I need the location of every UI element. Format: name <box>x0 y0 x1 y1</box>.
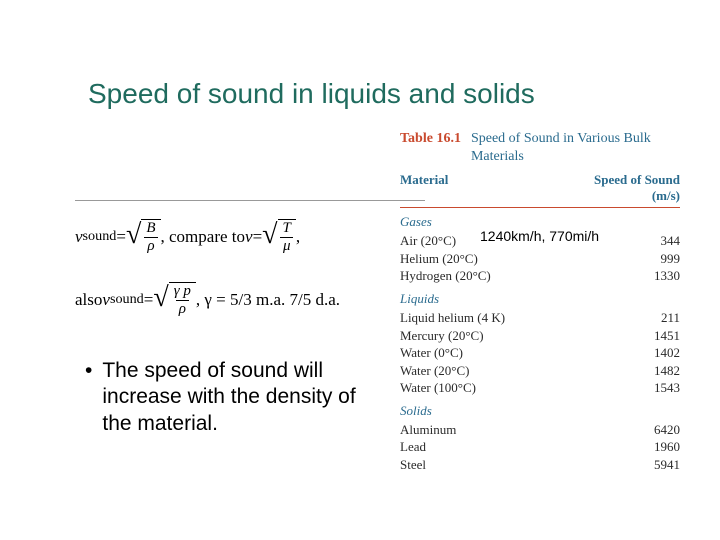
sqrt-1: √ B ρ <box>126 219 161 254</box>
table-row: Air (20°C)344 <box>400 232 680 250</box>
f1-tail: , <box>296 227 300 247</box>
f1-den1: ρ <box>144 237 157 255</box>
f1-lhs: v <box>75 227 83 247</box>
f1-eq: = <box>116 227 126 247</box>
table-row: Steel5941 <box>400 456 680 474</box>
table-cell-value: 211 <box>635 309 680 327</box>
table-row: Water (100°C)1543 <box>400 379 680 397</box>
radical-icon: √ <box>153 284 168 312</box>
table-cell-value: 1543 <box>635 379 680 397</box>
col-speed: Speed of Sound (m/s) <box>594 172 680 204</box>
col-material: Material <box>400 172 448 204</box>
table-cell-value: 1482 <box>635 362 680 380</box>
table-cell-value: 999 <box>635 250 680 268</box>
table-row: Helium (20°C)999 <box>400 250 680 268</box>
slide-title: Speed of sound in liquids and solids <box>88 78 535 110</box>
table-cell-material: Liquid helium (4 K) <box>400 309 635 327</box>
f2-post: , γ = 5/3 m.a. 7/5 d.a. <box>196 290 340 310</box>
table-row: Aluminum6420 <box>400 421 680 439</box>
table-16-1: Table 16.1 Speed of Sound in Various Bul… <box>400 130 680 473</box>
radical-icon: √ <box>262 221 277 249</box>
table-row: Water (20°C)1482 <box>400 362 680 380</box>
table-cell-value: 1451 <box>635 327 680 345</box>
f2-lhs: v <box>102 290 110 310</box>
f1-num2: T <box>280 220 294 237</box>
f1-rhs: v <box>245 227 253 247</box>
table-cell-value: 1402 <box>635 344 680 362</box>
table-cell-material: Air (20°C) <box>400 232 635 250</box>
table-cell-material: Hydrogen (20°C) <box>400 267 635 285</box>
table-row: Water (0°C)1402 <box>400 344 680 362</box>
f1-den2: μ <box>280 237 294 255</box>
f1-num1: B <box>143 220 158 237</box>
table-cell-material: Lead <box>400 438 635 456</box>
table-row: Liquid helium (4 K)211 <box>400 309 680 327</box>
bullet-text: The speed of sound will increase with th… <box>102 358 375 437</box>
f1-lhs-sub: sound <box>83 228 117 245</box>
radical-icon: √ <box>126 221 141 249</box>
table-number: Table 16.1 <box>400 130 461 166</box>
table-cell-material: Helium (20°C) <box>400 250 635 268</box>
formula-block: vsound = √ B ρ , compare to v = √ T <box>75 200 425 317</box>
formula-1: vsound = √ B ρ , compare to v = √ T <box>75 219 425 254</box>
table-row: Hydrogen (20°C)1330 <box>400 267 680 285</box>
table-cell-material: Mercury (20°C) <box>400 327 635 345</box>
table-cell-value: 6420 <box>635 421 680 439</box>
sqrt-3: √ γ p ρ <box>153 282 196 317</box>
table-cell-value: 344 <box>635 232 680 250</box>
table-cell-material: Water (20°C) <box>400 362 635 380</box>
table-cell-value: 1330 <box>635 267 680 285</box>
table-section-label: Liquids <box>400 291 680 307</box>
f2-eq: = <box>144 290 154 310</box>
f2-lhs-sub: sound <box>110 291 144 308</box>
f2-den: ρ <box>176 300 189 318</box>
table-row: Lead1960 <box>400 438 680 456</box>
table-row: Mercury (20°C)1451 <box>400 327 680 345</box>
table-section-label: Gases <box>400 214 680 230</box>
bullet-icon: • <box>85 358 92 437</box>
table-cell-material: Steel <box>400 456 635 474</box>
f1-mid: , compare to <box>161 227 246 247</box>
table-cell-material: Water (0°C) <box>400 344 635 362</box>
table-section-label: Solids <box>400 403 680 419</box>
table-cell-value: 5941 <box>635 456 680 474</box>
table-body: Gases Air (20°C)344Helium (20°C)999Hydrog… <box>400 214 680 473</box>
bullet-point: • The speed of sound will increase with … <box>85 358 375 437</box>
f1-eq2: = <box>253 227 263 247</box>
table-title: Speed of Sound in Various Bulk Materials <box>471 130 680 166</box>
formula-2: also vsound = √ γ p ρ , γ = 5/3 m.a. 7/5… <box>75 282 425 317</box>
table-cell-material: Aluminum <box>400 421 635 439</box>
f2-pre: also <box>75 290 102 310</box>
f2-num: γ p <box>171 283 194 300</box>
table-header: Material Speed of Sound (m/s) <box>400 172 680 208</box>
sqrt-2: √ T μ <box>262 219 296 254</box>
table-caption: Table 16.1 Speed of Sound in Various Bul… <box>400 130 680 166</box>
table-cell-value: 1960 <box>635 438 680 456</box>
table-cell-material: Water (100°C) <box>400 379 635 397</box>
slide: Speed of sound in liquids and solids vso… <box>0 0 720 540</box>
